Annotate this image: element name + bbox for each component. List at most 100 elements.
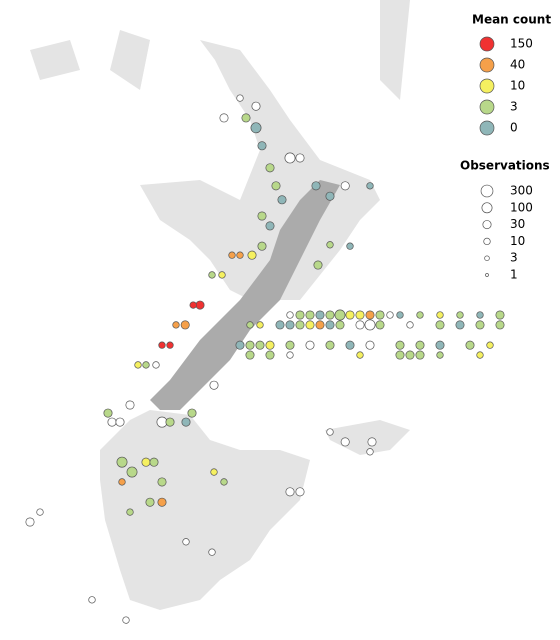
observation-point <box>395 350 405 360</box>
legend-size <box>484 255 490 261</box>
legend-label: 300 <box>510 184 533 198</box>
legend-swatch <box>479 36 495 52</box>
observation-point <box>405 350 415 360</box>
observation-point <box>455 320 465 330</box>
observation-point <box>165 417 175 427</box>
observation-point <box>236 94 244 102</box>
observation-point <box>228 251 236 259</box>
observation-point <box>375 310 385 320</box>
legend-title: Mean count <box>472 13 551 27</box>
observation-point <box>158 341 166 349</box>
legend-label: 30 <box>510 217 525 231</box>
observation-point <box>275 320 285 330</box>
observation-point <box>345 340 355 350</box>
observation-point <box>235 340 245 350</box>
legend-size <box>481 202 493 214</box>
northwest-land <box>110 30 150 90</box>
observation-point <box>141 457 151 467</box>
observation-point <box>284 152 296 164</box>
observation-point <box>465 340 475 350</box>
observation-point <box>195 300 205 310</box>
observation-point <box>134 361 142 369</box>
observation-point <box>265 340 275 350</box>
observation-point <box>236 251 244 259</box>
observation-point <box>157 477 167 487</box>
observation-point <box>209 380 219 390</box>
observation-point <box>355 310 365 320</box>
observation-point <box>295 310 305 320</box>
observation-point <box>435 340 445 350</box>
legend-swatch <box>479 57 495 73</box>
observation-point <box>495 320 505 330</box>
observation-point <box>396 311 404 319</box>
observation-point <box>436 311 444 319</box>
observation-point <box>277 195 287 205</box>
observation-point <box>315 310 325 320</box>
legend-size <box>482 220 492 230</box>
observation-point <box>365 340 375 350</box>
observation-point <box>142 361 150 369</box>
legend-label: 10 <box>510 79 525 93</box>
observation-point <box>116 456 128 468</box>
observation-point <box>246 321 254 329</box>
observation-point <box>285 487 295 497</box>
observation-point <box>346 242 354 250</box>
northwest-land <box>30 40 80 80</box>
observation-point <box>345 310 355 320</box>
observation-point <box>364 319 376 331</box>
observation-point <box>257 241 267 251</box>
observation-point <box>367 437 377 447</box>
observation-point <box>149 457 159 467</box>
legend-size <box>480 184 494 198</box>
observation-point <box>107 417 117 427</box>
observation-point <box>103 408 113 418</box>
observation-point <box>340 181 350 191</box>
observation-point <box>125 400 135 410</box>
observation-point <box>166 341 174 349</box>
observation-point <box>305 320 315 330</box>
observation-point <box>115 417 125 427</box>
observation-point <box>325 310 335 320</box>
observation-point <box>255 340 265 350</box>
observation-point <box>366 448 374 456</box>
observation-point <box>181 417 191 427</box>
observation-point <box>305 340 315 350</box>
central-strip <box>150 180 340 410</box>
observation-point <box>476 311 484 319</box>
legend: Mean count Observations 1504010303001003… <box>460 13 551 282</box>
northeast-land <box>380 0 410 100</box>
observation-point <box>36 508 44 516</box>
observation-point <box>415 350 425 360</box>
observation-point <box>486 341 494 349</box>
observation-point <box>126 508 134 516</box>
observation-point <box>313 260 323 270</box>
observation-point <box>456 311 464 319</box>
observation-point <box>326 428 334 436</box>
observation-point <box>435 320 445 330</box>
observation-point <box>187 408 197 418</box>
observation-point <box>325 191 335 201</box>
observation-point <box>406 321 414 329</box>
observation-point <box>189 301 197 309</box>
observation-point <box>285 320 295 330</box>
observation-point <box>126 466 138 478</box>
observation-point <box>476 351 484 359</box>
observation-point <box>375 320 385 330</box>
observation-point <box>25 517 35 527</box>
legend-label: 1 <box>510 268 518 282</box>
observation-point <box>365 310 375 320</box>
observation-point <box>436 351 444 359</box>
observation-point <box>325 320 335 330</box>
observation-point <box>219 113 229 123</box>
observation-point <box>265 221 275 231</box>
north-island <box>140 40 380 300</box>
observation-point <box>475 320 485 330</box>
observation-point <box>245 340 255 350</box>
observation-point <box>271 181 281 191</box>
observation-point <box>311 181 321 191</box>
observation-point <box>295 153 305 163</box>
observation-point <box>251 101 261 111</box>
observation-point <box>334 309 346 321</box>
legend-label: 3 <box>510 100 518 114</box>
